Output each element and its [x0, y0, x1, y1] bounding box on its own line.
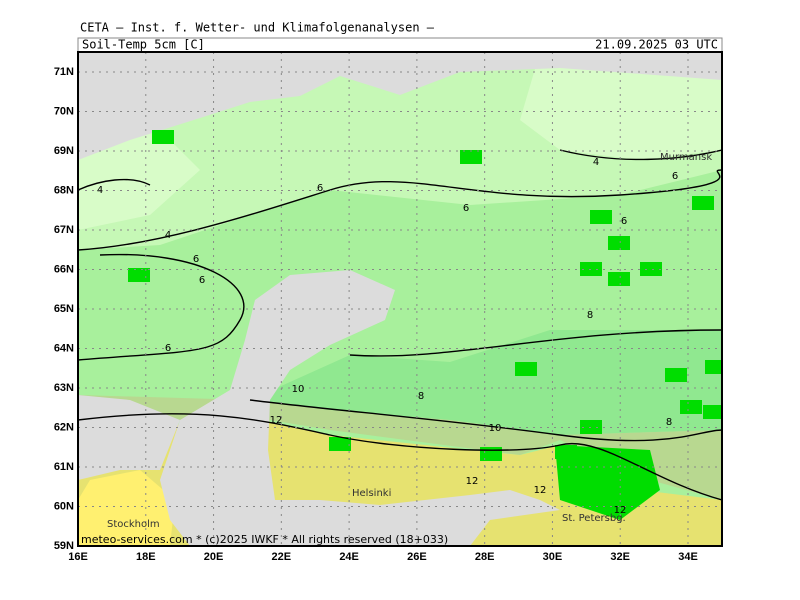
contour-label: 6: [193, 254, 199, 265]
lon-label: 24E: [339, 551, 359, 563]
contour-label: 12: [534, 485, 547, 496]
lat-label: 59N: [54, 540, 74, 552]
contour-label: 4: [97, 185, 103, 196]
lat-label: 67N: [54, 224, 74, 236]
contour-line: [78, 253, 245, 361]
city-label: Helsinki: [352, 488, 391, 499]
land-patch: [590, 210, 612, 224]
parameter: Soil-Temp_5cm_[C]: [82, 38, 205, 52]
land-patch: [608, 236, 630, 250]
contour-label: 12: [466, 476, 479, 487]
lon-label: 26E: [407, 551, 427, 563]
city-label: Stockholm: [107, 519, 160, 530]
map-area: [78, 52, 722, 546]
land-patch: [515, 362, 537, 376]
contour-label: 10: [489, 423, 502, 434]
land-patch: [329, 437, 351, 451]
lat-label: 62N: [54, 421, 74, 433]
contour-label: 6: [317, 183, 323, 194]
lat-label: 71N: [54, 66, 74, 78]
contour-label: 6: [199, 275, 205, 286]
contour-label: 6: [463, 203, 469, 214]
contour-label: 4: [593, 157, 599, 168]
contour-line: [349, 329, 722, 357]
land-patch: [665, 368, 687, 382]
sea-north: [78, 52, 722, 160]
lon-label: 30E: [543, 551, 563, 563]
lon-label: 22E: [272, 551, 292, 563]
contour-label: 12: [270, 415, 283, 426]
lon-label: 28E: [475, 551, 495, 563]
land-patch: [680, 400, 702, 414]
contour-label: 12: [614, 505, 627, 516]
land-patch: [460, 150, 482, 164]
contour-line: [78, 413, 722, 501]
lat-label: 65N: [54, 303, 74, 315]
contour-line: [78, 169, 722, 251]
contour-label: 4: [165, 230, 171, 241]
land-patch: [705, 360, 722, 374]
lon-label: 20E: [204, 551, 224, 563]
map-frame: [77, 51, 723, 547]
city-label: St. Petersbg.: [562, 513, 626, 524]
contour-label: 8: [418, 391, 424, 402]
lat-label: 69N: [54, 145, 74, 157]
lat-label: 64N: [54, 342, 74, 354]
land-patch: [640, 262, 662, 276]
zone-coldest: [520, 52, 722, 160]
contour-label: 6: [165, 343, 171, 354]
lat-label: 60N: [54, 500, 74, 512]
land-patch: [703, 405, 722, 419]
city-label: Murmansk: [660, 152, 712, 163]
contour-label: 8: [587, 310, 593, 321]
lat-label: 61N: [54, 461, 74, 473]
valid-time: 21.09.2025 03 UTC: [595, 38, 718, 52]
lat-label: 63N: [54, 382, 74, 394]
lon-label: 18E: [136, 551, 156, 563]
header-title: CETA — Inst. f. Wetter- und Klimafolgena…: [80, 21, 435, 35]
zone-coldest: [78, 130, 200, 230]
land-patch: [152, 130, 174, 144]
zone-mild: [250, 330, 722, 435]
contour-line: [249, 399, 722, 442]
sea-baltic: [160, 270, 560, 546]
contour-line: [559, 149, 722, 161]
contour-label: 6: [621, 216, 627, 227]
contour-label: 8: [666, 417, 672, 428]
land-patch: [608, 272, 630, 286]
lon-label: 16E: [68, 551, 88, 563]
contour-line: [78, 178, 151, 191]
land-patch: [480, 447, 502, 461]
lon-label: 32E: [610, 551, 630, 563]
land-patch: [692, 196, 714, 210]
lat-label: 70N: [54, 105, 74, 117]
credit: meteo-services.com * (c)2025 IWKF * All …: [81, 533, 448, 546]
lat-label: 66N: [54, 263, 74, 275]
zone-warmest: [78, 470, 175, 546]
contour-label: 10: [292, 384, 305, 395]
lon-label: 34E: [678, 551, 698, 563]
sea-west: [78, 395, 180, 480]
lat-label: 68N: [54, 184, 74, 196]
land-patch: [128, 268, 150, 282]
contour-label: 6: [672, 171, 678, 182]
